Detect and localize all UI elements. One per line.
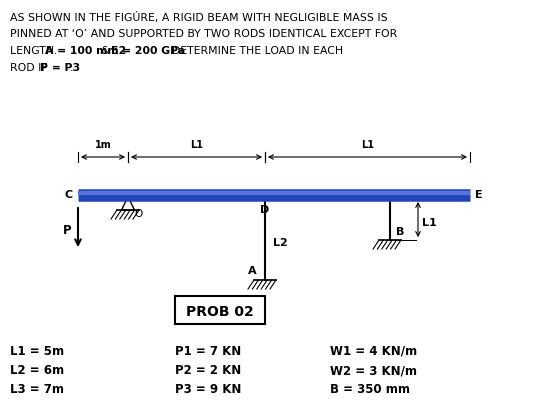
Text: E: E — [475, 190, 482, 200]
Text: A: A — [248, 266, 257, 276]
Text: P1 = 7 KN: P1 = 7 KN — [175, 345, 241, 358]
Text: O: O — [134, 209, 142, 219]
Text: E = 200 GPa: E = 200 GPa — [111, 46, 185, 56]
Text: &: & — [98, 46, 114, 56]
Text: W1 = 4 KN/m: W1 = 4 KN/m — [330, 345, 417, 358]
Text: L1: L1 — [422, 218, 437, 228]
Text: L2 = 6m: L2 = 6m — [10, 364, 64, 377]
Text: P = P3: P = P3 — [40, 63, 80, 73]
Text: ROD IF: ROD IF — [10, 63, 51, 73]
Bar — [175, 296, 265, 324]
Text: L1: L1 — [190, 140, 203, 150]
Text: C: C — [65, 190, 73, 200]
Text: P2 = 2 KN: P2 = 2 KN — [175, 364, 241, 377]
Text: L2: L2 — [273, 237, 288, 247]
Text: .: . — [70, 63, 73, 73]
Text: W2 = 3 KN/m: W2 = 3 KN/m — [330, 364, 417, 377]
Text: PROB 02: PROB 02 — [186, 305, 254, 319]
Text: . DETERMINE THE LOAD IN EACH: . DETERMINE THE LOAD IN EACH — [164, 46, 343, 56]
Text: A = 100 mm2: A = 100 mm2 — [45, 46, 126, 56]
Text: B = 350 mm: B = 350 mm — [330, 383, 410, 396]
Text: L3 = 7m: L3 = 7m — [10, 383, 64, 396]
Text: L1: L1 — [361, 140, 374, 150]
Text: D: D — [260, 205, 270, 215]
Text: B: B — [396, 227, 404, 237]
Text: L1 = 5m: L1 = 5m — [10, 345, 64, 358]
Text: P3 = 9 KN: P3 = 9 KN — [175, 383, 241, 396]
Text: PINNED AT ‘O’ AND SUPPORTED BY TWO RODS IDENTICAL EXCEPT FOR: PINNED AT ‘O’ AND SUPPORTED BY TWO RODS … — [10, 29, 397, 39]
Text: P: P — [64, 224, 72, 237]
Text: AS SHOWN IN THE FIGÚRE, A RIGID BEAM WITH NEGLIGIBLE MASS IS: AS SHOWN IN THE FIGÚRE, A RIGID BEAM WIT… — [10, 12, 388, 23]
Text: 1m: 1m — [95, 140, 112, 150]
Text: LENGTH.: LENGTH. — [10, 46, 60, 56]
